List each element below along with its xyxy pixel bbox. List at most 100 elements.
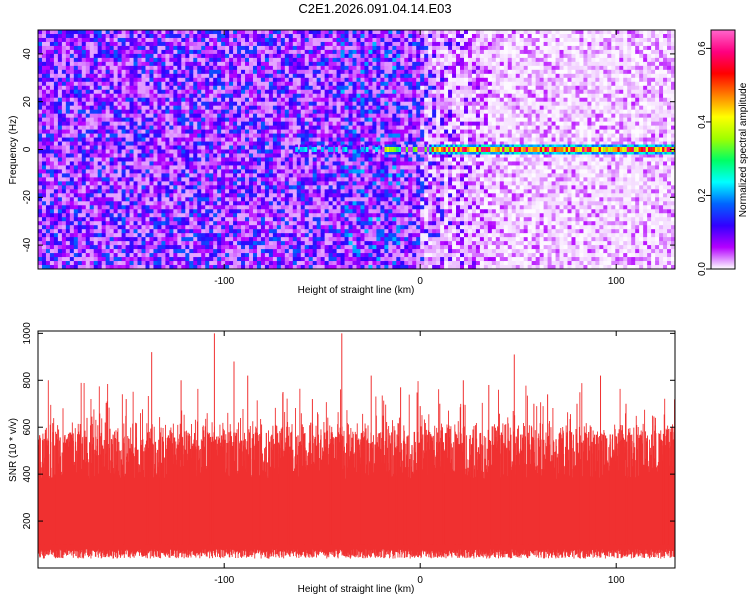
heatmap-cell xyxy=(101,137,107,142)
heatmap-cell xyxy=(352,213,357,218)
heatmap-cell xyxy=(153,77,158,83)
heatmap-cell xyxy=(197,261,202,266)
heatmap-cell xyxy=(161,57,166,63)
heatmap-cell xyxy=(292,33,298,39)
heatmap-cell xyxy=(173,113,178,119)
heatmap-cell xyxy=(356,217,361,222)
heatmap-cell xyxy=(249,221,254,226)
heatmap-cell xyxy=(189,61,194,67)
heatmap-cell xyxy=(65,201,71,206)
heatmap-cell xyxy=(73,229,79,234)
heatmap-cell xyxy=(260,85,266,91)
heatmap-cell xyxy=(356,65,361,71)
heatmap-cell xyxy=(73,217,79,222)
heatmap-cell xyxy=(185,81,190,87)
heatmap-cell xyxy=(121,165,126,170)
heatmap-cell xyxy=(288,201,294,206)
heatmap-cell xyxy=(193,57,198,63)
heatmap-cell xyxy=(256,53,262,59)
heatmap-cell xyxy=(105,30,111,35)
heatmap-cell xyxy=(320,89,326,95)
heatmap-cell xyxy=(229,193,234,198)
heatmap-cell xyxy=(336,221,341,226)
heatmap-cell xyxy=(324,193,330,198)
heatmap-cell xyxy=(213,217,218,222)
heatmap-cell xyxy=(364,129,369,134)
heatmap-cell xyxy=(245,169,250,174)
heatmap-cell xyxy=(229,77,234,83)
heatmap-cell xyxy=(272,209,278,214)
heatmap-cell xyxy=(109,121,115,126)
heatmap-cell xyxy=(69,101,75,107)
heatmap-cell xyxy=(332,117,337,123)
heatmap-cell xyxy=(93,193,99,198)
heatmap-cell xyxy=(61,153,67,158)
heatmap-cell xyxy=(213,221,218,226)
heatmap-cell xyxy=(201,65,206,71)
heatmap-cell xyxy=(137,149,142,154)
heatmap-cell xyxy=(149,97,154,103)
heatmap-cell xyxy=(73,141,79,146)
heatmap-cell xyxy=(324,77,330,83)
heatmap-cell xyxy=(312,189,318,194)
heatmap-cell xyxy=(237,53,242,59)
heatmap-cell xyxy=(360,189,365,194)
heatmap-cell xyxy=(260,37,266,43)
heatmap-cell xyxy=(129,253,134,258)
heatmap-cell xyxy=(264,109,270,115)
heatmap-cell xyxy=(109,157,115,162)
heatmap-cell xyxy=(312,157,318,162)
heatmap-cell xyxy=(117,245,123,250)
heatmap-cell xyxy=(105,109,111,115)
heatmap-cell xyxy=(181,261,186,266)
heatmap-cell xyxy=(113,77,119,83)
heatmap-cell xyxy=(93,265,99,269)
heatmap-cell xyxy=(197,69,202,75)
heatmap-cell xyxy=(73,61,79,67)
heatmap-cell xyxy=(332,253,337,258)
heatmap-cell xyxy=(149,213,154,218)
heatmap-cell xyxy=(57,37,63,43)
heatmap-cell xyxy=(209,117,214,123)
heatmap-cell xyxy=(65,233,71,238)
heatmap-cell xyxy=(364,249,369,254)
heatmap-cell xyxy=(177,113,182,119)
heatmap-cell xyxy=(169,69,174,75)
heatmap-cell xyxy=(320,177,326,182)
heatmap-cell xyxy=(137,177,142,182)
heatmap-cell xyxy=(38,137,43,142)
heatmap-cell xyxy=(157,137,162,142)
heatmap-cell xyxy=(185,121,190,126)
heatmap-cell xyxy=(225,93,230,99)
heatmap-cell xyxy=(57,81,63,87)
heatmap-cell xyxy=(137,201,142,206)
heatmap-cell xyxy=(260,237,266,242)
heatmap-cell xyxy=(296,77,302,83)
heatmap-cell xyxy=(296,265,302,269)
heatmap-cell xyxy=(113,169,119,174)
heatmap-cell xyxy=(109,129,115,134)
heatmap-cell xyxy=(312,61,318,67)
heatmap-cell xyxy=(252,97,258,103)
heatmap-cell xyxy=(137,161,142,166)
heatmap-cell xyxy=(65,121,71,126)
heatmap-cell xyxy=(221,205,226,210)
heatmap-cell xyxy=(344,121,349,126)
heatmap-cell xyxy=(296,53,302,59)
heatmap-cell xyxy=(101,257,107,262)
heatmap-cell xyxy=(296,145,302,150)
heatmap-cell xyxy=(181,237,186,242)
heatmap-cell xyxy=(217,97,222,103)
heatmap-cell xyxy=(328,229,334,234)
heatmap-cell xyxy=(308,133,314,138)
heatmap-cell xyxy=(213,105,218,111)
heatmap-cell xyxy=(233,169,238,174)
heatmap-cell xyxy=(105,185,111,190)
heatmap-cell xyxy=(256,105,262,111)
heatmap-cell xyxy=(101,57,107,63)
heatmap-cell xyxy=(121,89,126,95)
heatmap-cell xyxy=(77,137,83,142)
heatmap-cell xyxy=(109,53,115,59)
heatmap-cell xyxy=(348,41,353,47)
heatmap-cell xyxy=(268,221,274,226)
